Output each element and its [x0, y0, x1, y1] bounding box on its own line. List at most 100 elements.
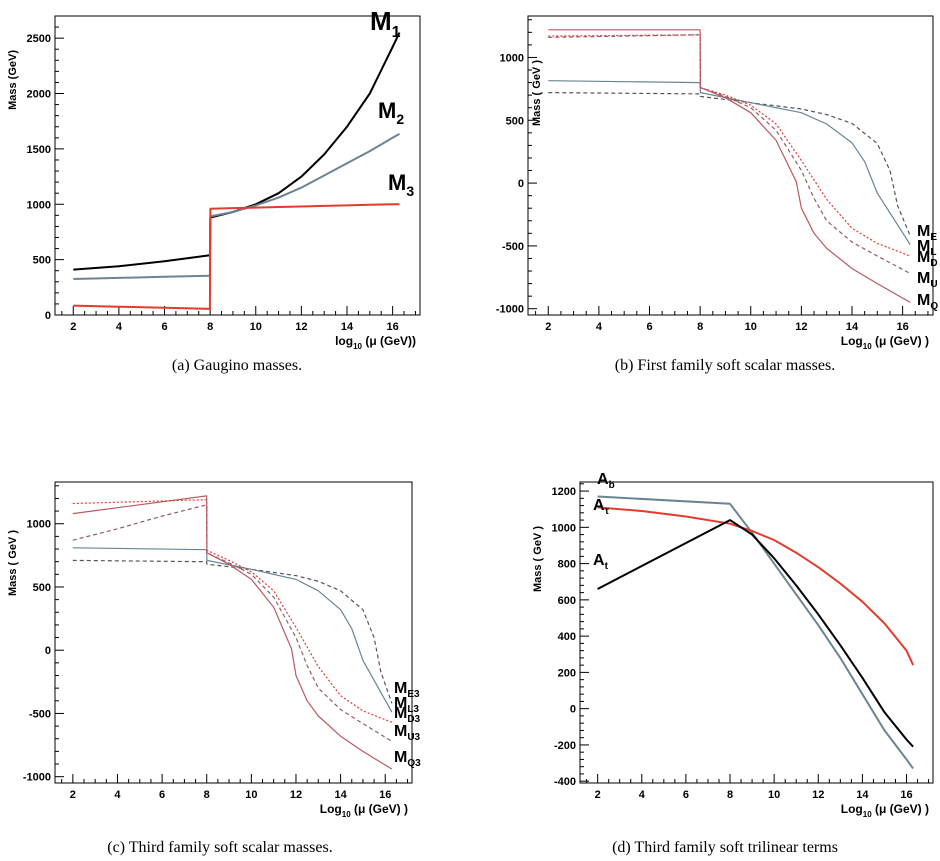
y-axis-label: Mass ( GeV ) [7, 530, 19, 596]
y-tick-label: 500 [506, 115, 524, 127]
x-tick-label: 12 [795, 321, 807, 333]
y-tick-label: 2000 [27, 89, 51, 101]
x-tick-label: 6 [161, 321, 167, 333]
x-tick-label: 6 [646, 321, 652, 333]
series-label-ML3: ML3 [394, 695, 419, 715]
y-tick-label: -200 [554, 740, 576, 752]
series-line-MU3 [72, 504, 393, 742]
y-tick-label: -500 [502, 241, 524, 253]
y-tick-label: 1000 [27, 519, 51, 531]
x-tick-label: 14 [846, 321, 859, 333]
plot-frame [54, 15, 421, 316]
series-line-ME3 [72, 559, 393, 704]
x-tick-label: 8 [204, 789, 210, 801]
x-tick-label: 12 [295, 321, 307, 333]
series-label-At: At [593, 552, 609, 572]
y-tick-label: 200 [558, 667, 576, 679]
series-label-MD: MD [917, 249, 938, 269]
x-tick-label: 16 [387, 321, 399, 333]
plot-frame [579, 481, 934, 784]
series-label-M3: M3 [388, 170, 414, 199]
x-tick-label: 2 [70, 789, 76, 801]
x-axis-label: log10 (μ (GeV)) [335, 334, 416, 351]
y-tick-label: -1000 [23, 772, 51, 784]
y-tick-label: 400 [558, 631, 576, 643]
y-tick-label: 500 [33, 255, 51, 267]
y-tick-label: 600 [558, 595, 576, 607]
x-tick-label: 8 [697, 321, 703, 333]
x-tick-label: 4 [116, 321, 123, 333]
y-tick-label: 1500 [27, 144, 51, 156]
y-tick-label: 800 [558, 559, 576, 571]
x-tick-label: 14 [334, 789, 347, 801]
series-label-MU: MU [917, 270, 938, 290]
x-tick-label: 10 [250, 321, 262, 333]
series-line-Atau [597, 506, 915, 666]
series-label-M2: M2 [378, 98, 404, 127]
y-tick-label: 0 [570, 704, 576, 716]
x-axis-label: Log10 (μ (GeV) ) [841, 334, 929, 351]
y-tick-label: 1200 [552, 486, 576, 498]
figure-caption: (d) Third family soft trilinear terms [612, 839, 838, 856]
x-tick-label: 2 [70, 321, 76, 333]
series-label-Ab: Ab [597, 471, 615, 491]
series-label-ML: ML [917, 238, 936, 258]
series-line-M3 [73, 203, 400, 310]
x-tick-label: 10 [768, 789, 780, 801]
series-line-MQ [548, 29, 911, 303]
x-tick-label: 10 [745, 321, 757, 333]
x-tick-label: 14 [341, 321, 354, 333]
y-tick-label: 2500 [27, 33, 51, 45]
figure-caption: (c) Third family soft scalar masses. [107, 839, 332, 856]
series-label-ME: ME [917, 223, 937, 243]
y-tick-label: -500 [29, 708, 51, 720]
y-tick-label: 0 [45, 310, 51, 322]
chart-panel-4: 2 4 6 8 10 12 14 16 -400 -200 0 200 400 600 800 1000 120… [532, 471, 934, 856]
x-tick-label: 2 [595, 789, 601, 801]
series-line-MQ3 [72, 495, 393, 770]
y-tick-label: 1000 [552, 522, 576, 534]
y-tick-label: -400 [554, 776, 576, 788]
series-line-M1 [73, 32, 401, 271]
chart-panel-1: 2 4 6 8 10 12 14 16 0 500 1000 1500 2000 2500 M1 M2 M3 lo… [7, 6, 421, 374]
plot-frame [54, 481, 413, 784]
series-label-MQ3: MQ3 [394, 749, 421, 769]
x-tick-label: 4 [639, 789, 646, 801]
x-axis-label: Log10 (μ (GeV) ) [320, 802, 408, 819]
x-axis-label: Log10 (μ (GeV) ) [841, 802, 929, 819]
series-label-MU3: MU3 [394, 723, 421, 743]
series-label-ME3: ME3 [394, 680, 420, 700]
series-line-Ab [597, 495, 914, 770]
plot-frame [527, 15, 934, 316]
series-line-MD3 [72, 499, 393, 723]
x-tick-label: 16 [379, 789, 391, 801]
x-tick-label: 4 [596, 321, 603, 333]
x-tick-label: 2 [545, 321, 551, 333]
y-axis-label: Mass (GeV) [7, 50, 19, 110]
series-line-MU [548, 34, 911, 275]
series-label-MD3: MD3 [394, 705, 421, 725]
y-tick-label: 500 [33, 582, 51, 594]
series-label-MQ: MQ [917, 292, 938, 312]
x-tick-label: 8 [727, 789, 733, 801]
series-line-ML [548, 80, 911, 245]
x-tick-label: 4 [114, 789, 121, 801]
chart-panel-3: 2 4 6 8 10 12 14 16 -1000 -500 0 500 1000 ME3ML3MD3MU… [7, 481, 421, 856]
x-tick-label: 10 [245, 789, 257, 801]
x-tick-label: 16 [900, 789, 912, 801]
x-tick-label: 8 [207, 321, 213, 333]
series-line-MD [548, 34, 911, 257]
figure-caption: (b) First family soft scalar masses. [615, 357, 835, 374]
y-tick-label: -1000 [496, 304, 524, 316]
x-tick-label: 6 [683, 789, 689, 801]
x-tick-label: 14 [856, 789, 869, 801]
x-tick-label: 16 [897, 321, 909, 333]
series-line-M2 [73, 133, 400, 280]
series-line-ML3 [72, 547, 393, 713]
x-tick-label: 12 [812, 789, 824, 801]
figure-caption: (a) Gaugino masses. [172, 357, 302, 374]
y-tick-label: 1000 [27, 199, 51, 211]
series-line-At [597, 519, 914, 748]
